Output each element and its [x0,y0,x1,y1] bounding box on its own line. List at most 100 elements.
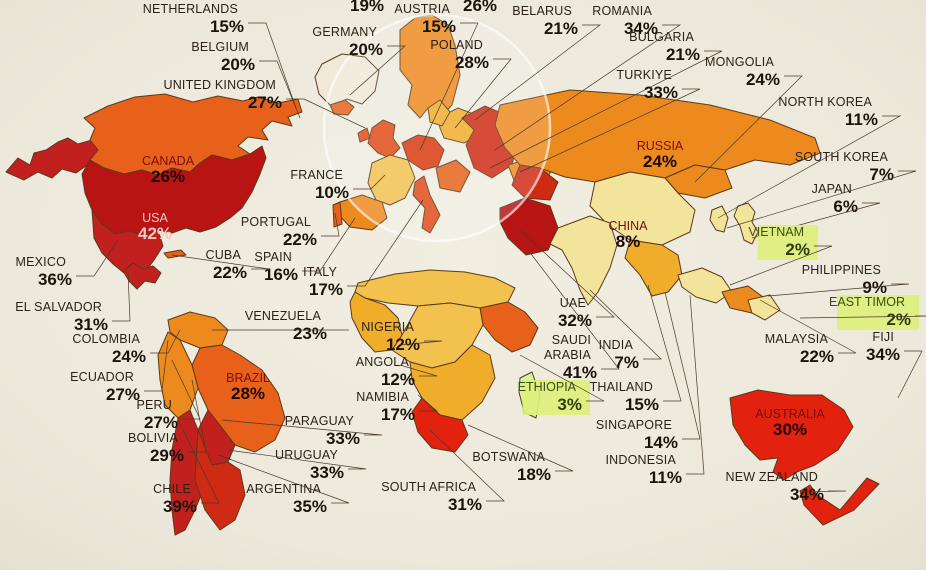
svg-text:FRANCE: FRANCE [290,168,343,182]
svg-text:VIETNAM: VIETNAM [748,225,804,239]
svg-text:UAE: UAE [560,296,586,310]
svg-text:EAST TIMOR: EAST TIMOR [829,295,905,309]
svg-text:33%: 33% [310,463,344,482]
svg-text:6%: 6% [833,197,858,216]
svg-text:21%: 21% [666,45,700,64]
svg-text:PARAGUAY: PARAGUAY [285,414,355,428]
svg-text:PHILIPPINES: PHILIPPINES [802,263,881,277]
svg-text:ANGOLA: ANGOLA [356,355,410,369]
svg-text:VENEZUELA: VENEZUELA [245,309,322,323]
svg-text:ARABIA: ARABIA [544,348,592,362]
svg-text:22%: 22% [213,263,247,282]
svg-text:36%: 36% [38,270,72,289]
svg-text:SPAIN: SPAIN [254,250,292,264]
svg-text:PORTUGAL: PORTUGAL [241,215,311,229]
svg-text:21%: 21% [544,19,578,38]
svg-text:26%: 26% [151,167,185,186]
svg-text:INDIA: INDIA [599,338,634,352]
svg-text:NAMIBIA: NAMIBIA [356,390,409,404]
svg-text:BOLIVIA: BOLIVIA [128,431,178,445]
svg-text:ROMANIA: ROMANIA [592,4,652,18]
svg-text:42%: 42% [138,224,172,243]
svg-text:URUGUAY: URUGUAY [275,448,338,462]
svg-text:CANADA: CANADA [142,154,195,168]
svg-text:ITALY: ITALY [303,265,337,279]
svg-text:UNITED KINGDOM: UNITED KINGDOM [163,78,276,92]
svg-text:NIGERIA: NIGERIA [361,320,414,334]
svg-text:JAPAN: JAPAN [812,182,852,196]
svg-text:8%: 8% [616,232,641,251]
svg-text:FIJI: FIJI [872,330,894,344]
svg-text:34%: 34% [790,485,824,504]
svg-text:BELARUS: BELARUS [512,4,572,18]
svg-text:30%: 30% [773,420,807,439]
svg-text:TURKIYE: TURKIYE [616,68,672,82]
svg-text:BOTSWANA: BOTSWANA [472,450,545,464]
svg-text:27%: 27% [106,385,140,404]
svg-text:35%: 35% [293,497,327,516]
svg-text:CHINA: CHINA [609,219,649,233]
svg-text:24%: 24% [643,152,677,171]
svg-text:17%: 17% [309,280,343,299]
svg-text:MEXICO: MEXICO [15,255,66,269]
svg-text:20%: 20% [349,40,383,59]
svg-text:28%: 28% [455,53,489,72]
svg-text:EL SALVADOR: EL SALVADOR [15,300,102,314]
svg-text:19%: 19% [350,0,384,15]
svg-text:NEW ZEALAND: NEW ZEALAND [726,470,819,484]
svg-text:17%: 17% [381,405,415,424]
svg-text:BRAZIL: BRAZIL [226,371,270,385]
svg-text:SOUTH KOREA: SOUTH KOREA [795,150,889,164]
svg-text:33%: 33% [644,83,678,102]
svg-text:RUSSIA: RUSSIA [637,139,684,153]
svg-text:AUSTRIA: AUSTRIA [394,2,450,16]
svg-text:MALAYSIA: MALAYSIA [765,332,829,346]
svg-text:27%: 27% [248,93,282,112]
svg-text:10%: 10% [315,183,349,202]
svg-text:CHILE: CHILE [153,482,191,496]
svg-text:CUBA: CUBA [205,248,241,262]
svg-text:ETHIOPIA: ETHIOPIA [518,380,577,394]
svg-text:NETHERLANDS: NETHERLANDS [143,2,238,16]
svg-text:INDONESIA: INDONESIA [605,453,676,467]
svg-text:22%: 22% [800,347,834,366]
svg-text:SINGAPORE: SINGAPORE [596,418,672,432]
svg-text:AUSTRALIA: AUSTRALIA [755,407,825,421]
svg-text:11%: 11% [845,110,878,129]
svg-text:22%: 22% [283,230,317,249]
svg-text:39%: 39% [163,497,197,516]
svg-text:33%: 33% [326,429,360,448]
svg-text:26%: 26% [463,0,497,15]
svg-text:34%: 34% [866,345,900,364]
svg-text:29%: 29% [150,446,184,465]
svg-text:23%: 23% [293,324,327,343]
svg-text:18%: 18% [517,465,551,484]
svg-text:20%: 20% [221,55,255,74]
svg-text:11%: 11% [649,468,682,487]
svg-text:16%: 16% [264,265,298,284]
svg-text:12%: 12% [381,370,415,389]
svg-text:MONGOLIA: MONGOLIA [705,55,774,69]
svg-text:THAILAND: THAILAND [590,380,653,394]
svg-text:3%: 3% [557,395,582,414]
svg-text:15%: 15% [422,17,456,36]
svg-text:24%: 24% [746,70,780,89]
svg-text:31%: 31% [448,495,482,514]
svg-text:POLAND: POLAND [430,38,483,52]
svg-text:SAUDI: SAUDI [552,333,591,347]
svg-text:PERU: PERU [136,398,172,412]
svg-text:BELGIUM: BELGIUM [191,40,249,54]
svg-text:NORTH KOREA: NORTH KOREA [778,95,872,109]
svg-text:COLOMBIA: COLOMBIA [72,332,140,346]
svg-text:SOUTH AFRICA: SOUTH AFRICA [381,480,476,494]
svg-text:2%: 2% [886,310,911,329]
svg-text:GERMANY: GERMANY [312,25,377,39]
svg-text:27%: 27% [144,413,178,432]
svg-text:28%: 28% [231,384,265,403]
svg-text:BULGARIA: BULGARIA [629,30,694,44]
svg-text:15%: 15% [625,395,659,414]
svg-text:14%: 14% [644,433,678,452]
svg-text:41%: 41% [563,363,597,382]
svg-text:ECUADOR: ECUADOR [70,370,134,384]
svg-text:24%: 24% [112,347,146,366]
